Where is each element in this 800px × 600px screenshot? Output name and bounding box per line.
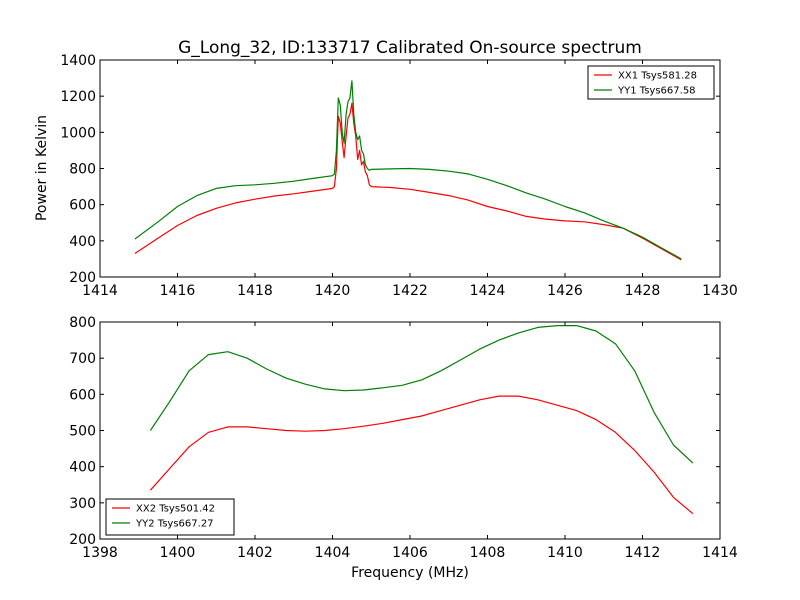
legend: XX2 Tsys501.42 YY2 Tsys667.27 [105,498,235,536]
y-tick-label: 1000 [60,125,96,141]
chart-title: G_Long_32, ID:133717 Calibrated On-sourc… [178,38,642,58]
x-tick-label: 1414 [82,283,118,299]
legend-label: YY2 Tsys667.27 [135,519,214,530]
x-tick-label: 1428 [625,283,661,299]
x-tick-label: 1414 [702,545,738,561]
y-tick-label: 700 [69,351,96,367]
legend-box [105,498,235,536]
x-tick-label: 1406 [392,545,428,561]
y-tick-label: 800 [69,162,96,178]
legend-label: YY1 Tsys667.58 [617,86,696,97]
legend: XX1 Tsys581.28 YY1 Tsys667.58 [587,65,715,100]
x-tick-label: 1402 [237,545,273,561]
y-tick-label: 200 [69,532,96,548]
legend-label: XX1 Tsys581.28 [618,71,697,82]
y-tick-label: 400 [69,234,96,250]
y-tick-label: 600 [69,387,96,403]
x-tick-label: 1420 [315,283,351,299]
x-tick-label: 1408 [470,545,506,561]
series-line-2-2 [149,325,694,464]
y-tick-label: 300 [69,496,96,512]
subplot-1: 1414 1416 1418 1420 1422 1424 1426 1428 1430 200 4… [60,53,737,299]
y-tick-label: 800 [69,315,96,331]
subplot-2: 1398 1400 1402 1404 1406 1408 1410 1412 1414 200 3… [69,315,738,561]
x-tick-label: 1430 [702,283,738,299]
x-tick-label: 1404 [315,545,351,561]
x-tick-label: 1398 [82,545,118,561]
x-tick-label: 1418 [237,283,273,299]
x-tick-label: 1400 [160,545,196,561]
y-tick-label: 200 [69,270,96,286]
series-line-1-1 [134,102,682,261]
y-tick-label: 500 [69,424,96,440]
x-tick-label: 1410 [547,545,583,561]
legend-box [587,65,715,100]
y-axis-label: Power in Kelvin [34,115,50,221]
series-line-1-2 [134,80,682,260]
x-tick-label: 1424 [470,283,506,299]
y-tick-label: 1400 [60,53,96,69]
x-tick-label: 1412 [625,545,661,561]
x-tick-label: 1426 [547,283,583,299]
x-axis-label: Frequency (MHz) [351,565,469,581]
series-line-2-1 [149,395,694,515]
y-tick-label: 1200 [60,89,96,105]
legend-label: XX2 Tsys501.42 [136,504,215,515]
y-tick-label: 400 [69,460,96,476]
x-tick-label: 1422 [392,283,428,299]
x-tick-label: 1416 [160,283,196,299]
y-tick-label: 600 [69,198,96,214]
